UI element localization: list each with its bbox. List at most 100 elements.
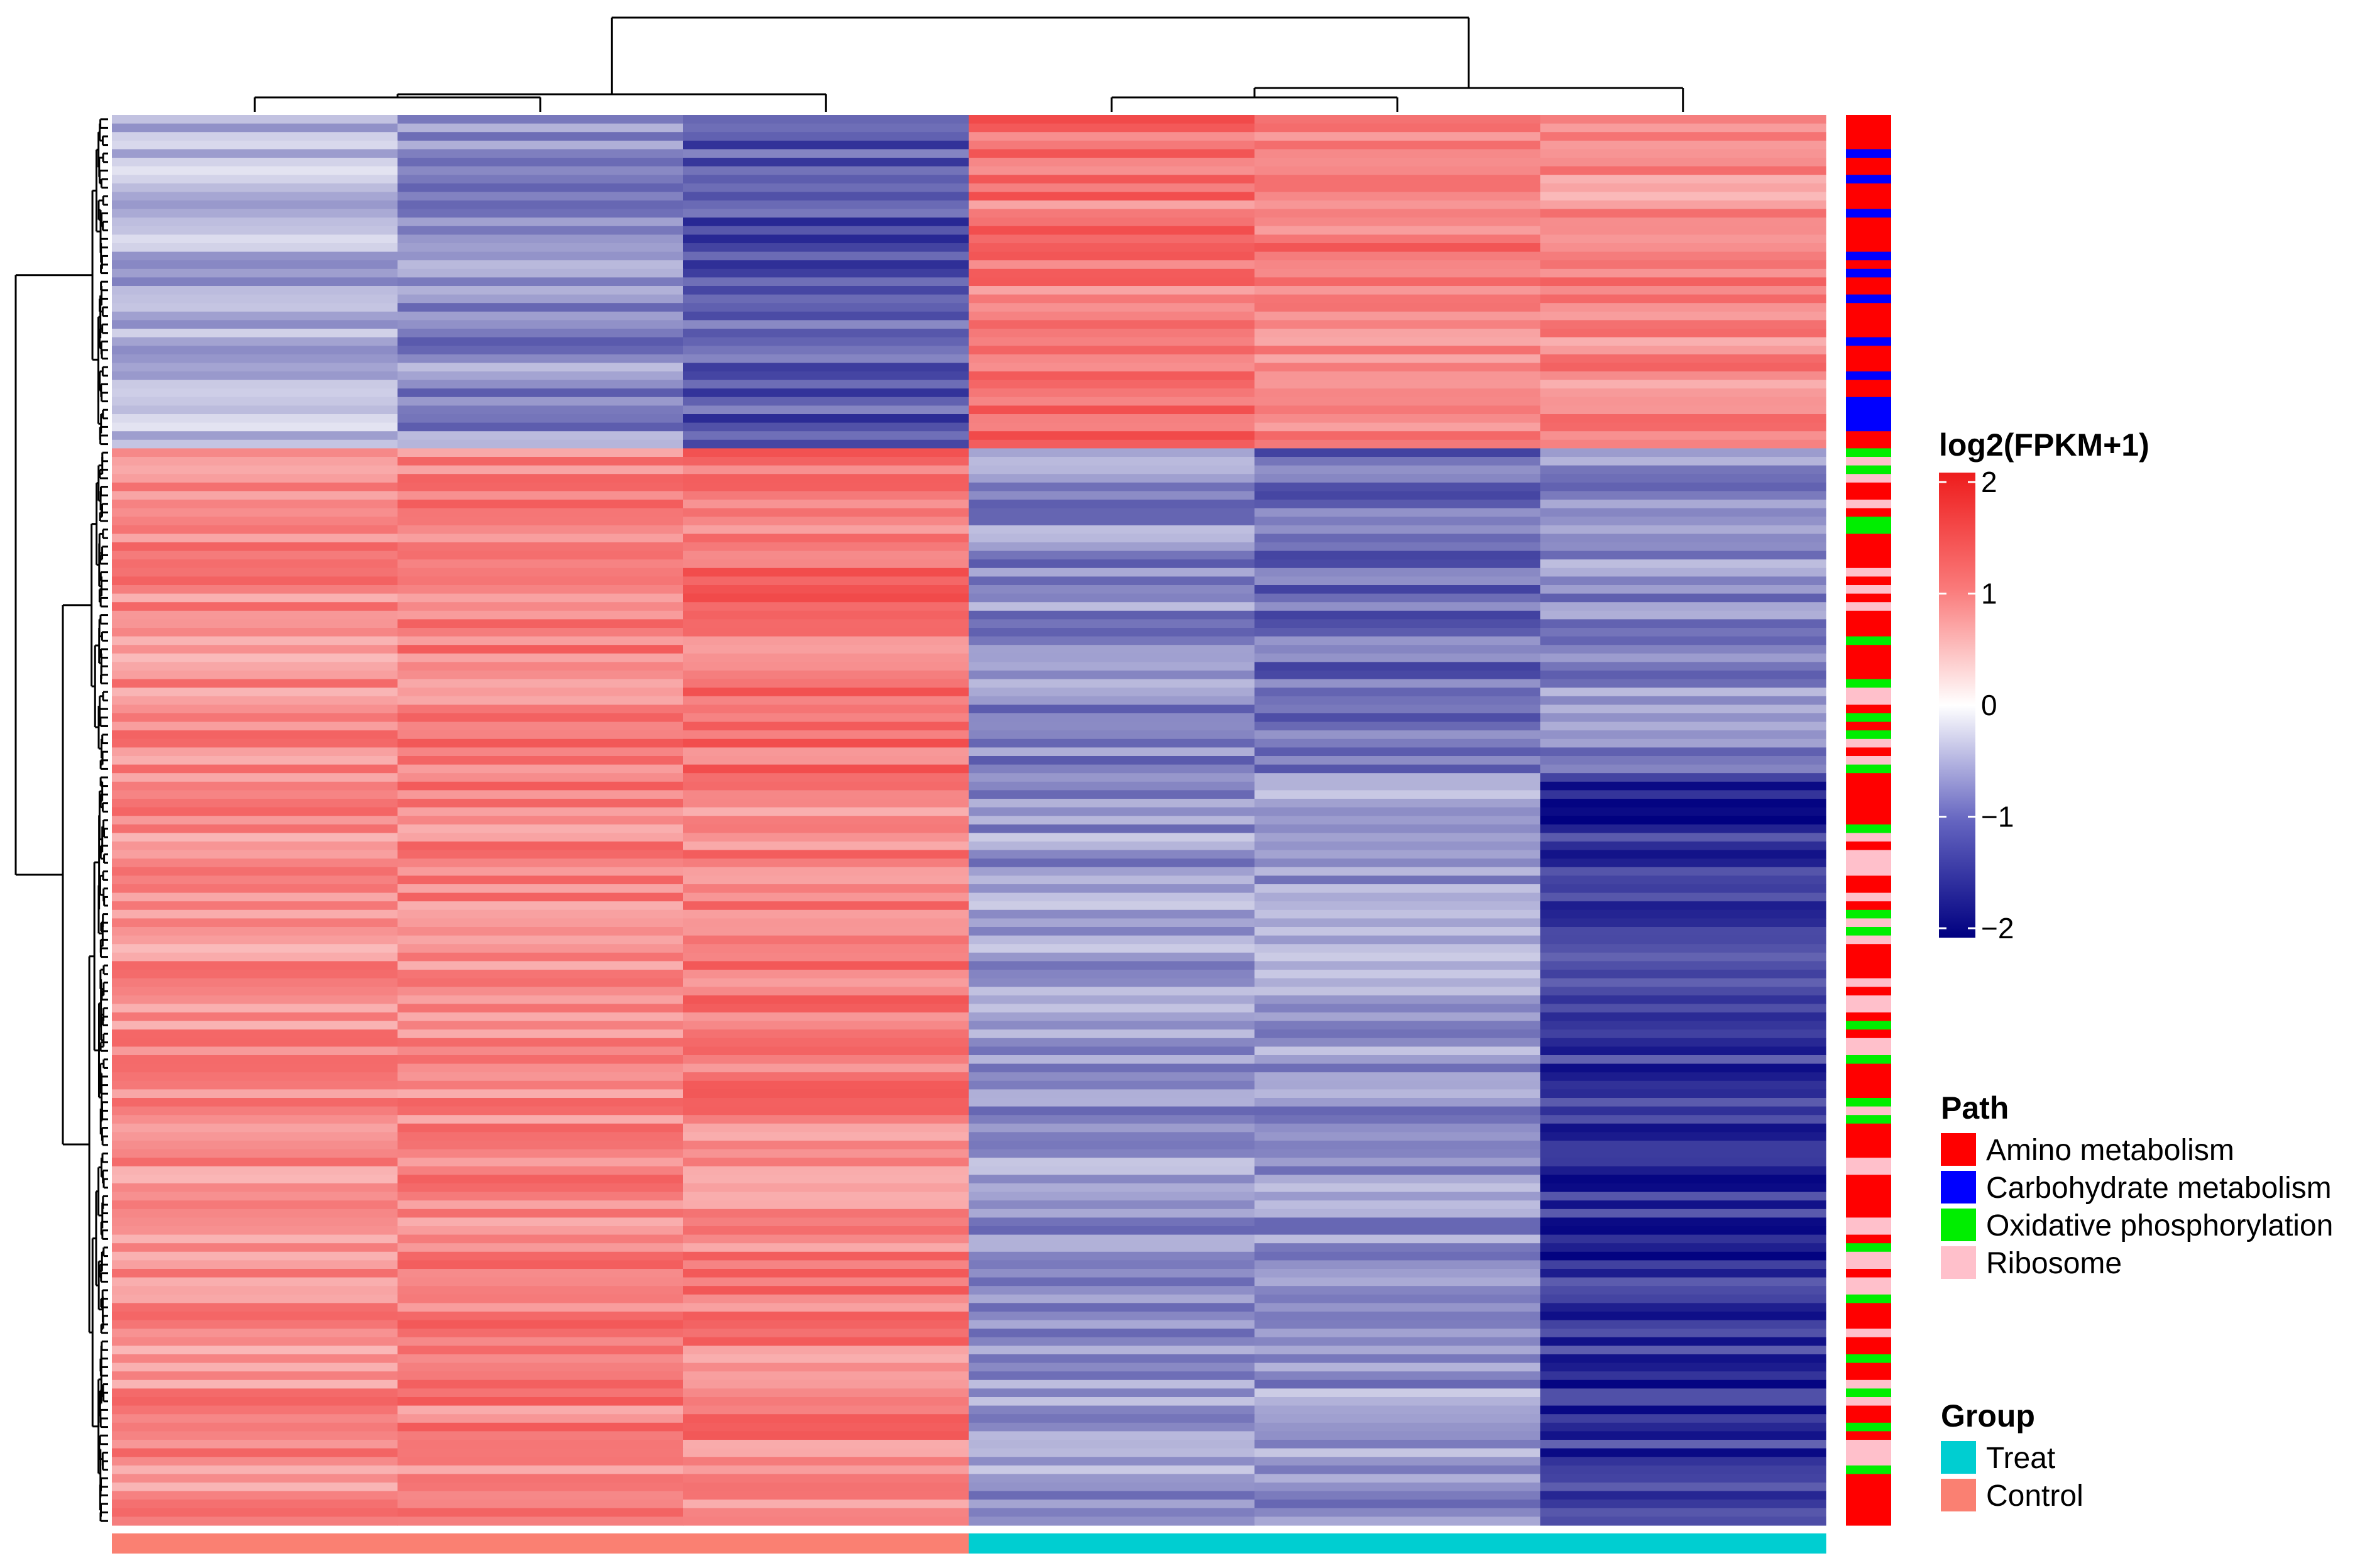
heatmap-cell — [397, 1448, 684, 1457]
heatmap-cell — [683, 961, 970, 970]
path-annotation-cell — [1846, 482, 1891, 491]
heatmap-cell — [1540, 337, 1826, 346]
path-annotation-cell — [1846, 1286, 1891, 1295]
heatmap-cell — [1540, 628, 1826, 637]
heatmap-cell — [969, 1388, 1255, 1398]
path-annotation-cell — [1846, 781, 1891, 791]
path-annotation-cell — [1846, 978, 1891, 987]
heatmap-cell — [969, 892, 1255, 902]
heatmap-cell — [683, 867, 970, 876]
heatmap-cell — [112, 593, 398, 603]
heatmap-cell — [969, 1217, 1255, 1227]
heatmap-cell — [1540, 123, 1826, 133]
heatmap-cell — [969, 234, 1255, 244]
path-annotation-cell — [1846, 1379, 1891, 1389]
heatmap-cell — [1540, 132, 1826, 141]
heatmap-cell — [397, 1303, 684, 1312]
path-annotation-cell — [1846, 1175, 1891, 1184]
path-annotation-cell — [1846, 1457, 1891, 1466]
path-annotation-cell — [1846, 593, 1891, 603]
heatmap-cell — [112, 961, 398, 970]
heatmap-cell — [1254, 892, 1541, 902]
path-annotation-cell — [1846, 132, 1891, 141]
heatmap-cell — [397, 320, 684, 329]
heatmap-cell — [969, 858, 1255, 868]
heatmap-cell — [397, 1141, 684, 1150]
heatmap-cell — [969, 790, 1255, 799]
heatmap-cell — [969, 1192, 1255, 1201]
heatmap-cell — [683, 1397, 970, 1406]
heatmap-cell — [1254, 346, 1541, 355]
heatmap-cell — [112, 1192, 398, 1201]
heatmap-cell — [969, 781, 1255, 791]
heatmap-cell — [112, 747, 398, 757]
path-annotation-cell — [1846, 1397, 1891, 1406]
path-annotation-cell — [1846, 363, 1891, 372]
heatmap-cell — [397, 858, 684, 868]
heatmap-cell — [969, 175, 1255, 184]
heatmap-cell — [683, 858, 970, 868]
heatmap-cell — [969, 260, 1255, 270]
heatmap-cell — [397, 842, 684, 851]
heatmap-cell — [969, 1200, 1255, 1210]
heatmap-cell — [397, 1362, 684, 1372]
heatmap-cell — [683, 1012, 970, 1022]
heatmap-cell — [397, 277, 684, 287]
heatmap-cell — [683, 927, 970, 936]
heatmap-cell — [397, 1226, 684, 1236]
heatmap-cell — [1540, 1226, 1826, 1236]
heatmap-cell — [969, 1072, 1255, 1082]
path-annotation-cell — [1846, 1192, 1891, 1201]
heatmap-cell — [1540, 1141, 1826, 1150]
heatmap-cell — [397, 559, 684, 569]
heatmap-cell — [1540, 1063, 1826, 1073]
heatmap-cell — [397, 500, 684, 509]
heatmap-cell — [1254, 1123, 1541, 1132]
heatmap-cell — [397, 388, 684, 398]
heatmap-cell — [969, 1012, 1255, 1022]
heatmap-cell — [397, 970, 684, 979]
heatmap-cell — [1254, 1397, 1541, 1406]
heatmap-cell — [1254, 1277, 1541, 1286]
heatmap-cell — [397, 850, 684, 859]
path-legend-swatch — [1941, 1171, 1976, 1203]
heatmap-cell — [112, 1499, 398, 1509]
heatmap-cell — [1254, 508, 1541, 517]
heatmap-cell — [112, 1046, 398, 1056]
heatmap-cell — [1540, 1312, 1826, 1321]
path-annotation-cell — [1846, 1055, 1891, 1065]
heatmap-cell — [397, 764, 684, 774]
path-annotation-cell — [1846, 1200, 1891, 1210]
heatmap-cell — [112, 234, 398, 244]
heatmap-cell — [1540, 593, 1826, 603]
heatmap-cell — [1540, 1234, 1826, 1244]
heatmap-cell — [397, 909, 684, 919]
heatmap-cell — [1254, 790, 1541, 799]
heatmap-cell — [112, 482, 398, 491]
scale-tick-label: −2 — [1981, 912, 2014, 945]
heatmap-cell — [1254, 1337, 1541, 1346]
heatmap-cell — [1540, 388, 1826, 398]
heatmap-cell — [1540, 1474, 1826, 1483]
heatmap-cell — [683, 1055, 970, 1065]
heatmap-cell — [1254, 465, 1541, 474]
heatmap-cell — [397, 1098, 684, 1107]
heatmap-cell — [683, 1388, 970, 1398]
heatmap-cell — [683, 1115, 970, 1124]
heatmap-cell — [112, 662, 398, 671]
path-legend-title: Path — [1941, 1090, 2009, 1126]
heatmap-cell — [397, 944, 684, 953]
heatmap-cell — [1540, 875, 1826, 885]
heatmap-cell — [1254, 209, 1541, 218]
path-annotation-cell — [1846, 756, 1891, 765]
path-annotation-cell — [1846, 1516, 1891, 1526]
heatmap-cell — [969, 1329, 1255, 1338]
heatmap-cell — [1540, 892, 1826, 902]
path-annotation-cell — [1846, 303, 1891, 312]
heatmap-cell — [969, 1312, 1255, 1321]
heatmap-cell — [683, 1175, 970, 1184]
heatmap-cell — [969, 457, 1255, 466]
heatmap-cell — [683, 756, 970, 765]
path-annotation-cell — [1846, 380, 1891, 389]
heatmap-cell — [969, 1166, 1255, 1175]
